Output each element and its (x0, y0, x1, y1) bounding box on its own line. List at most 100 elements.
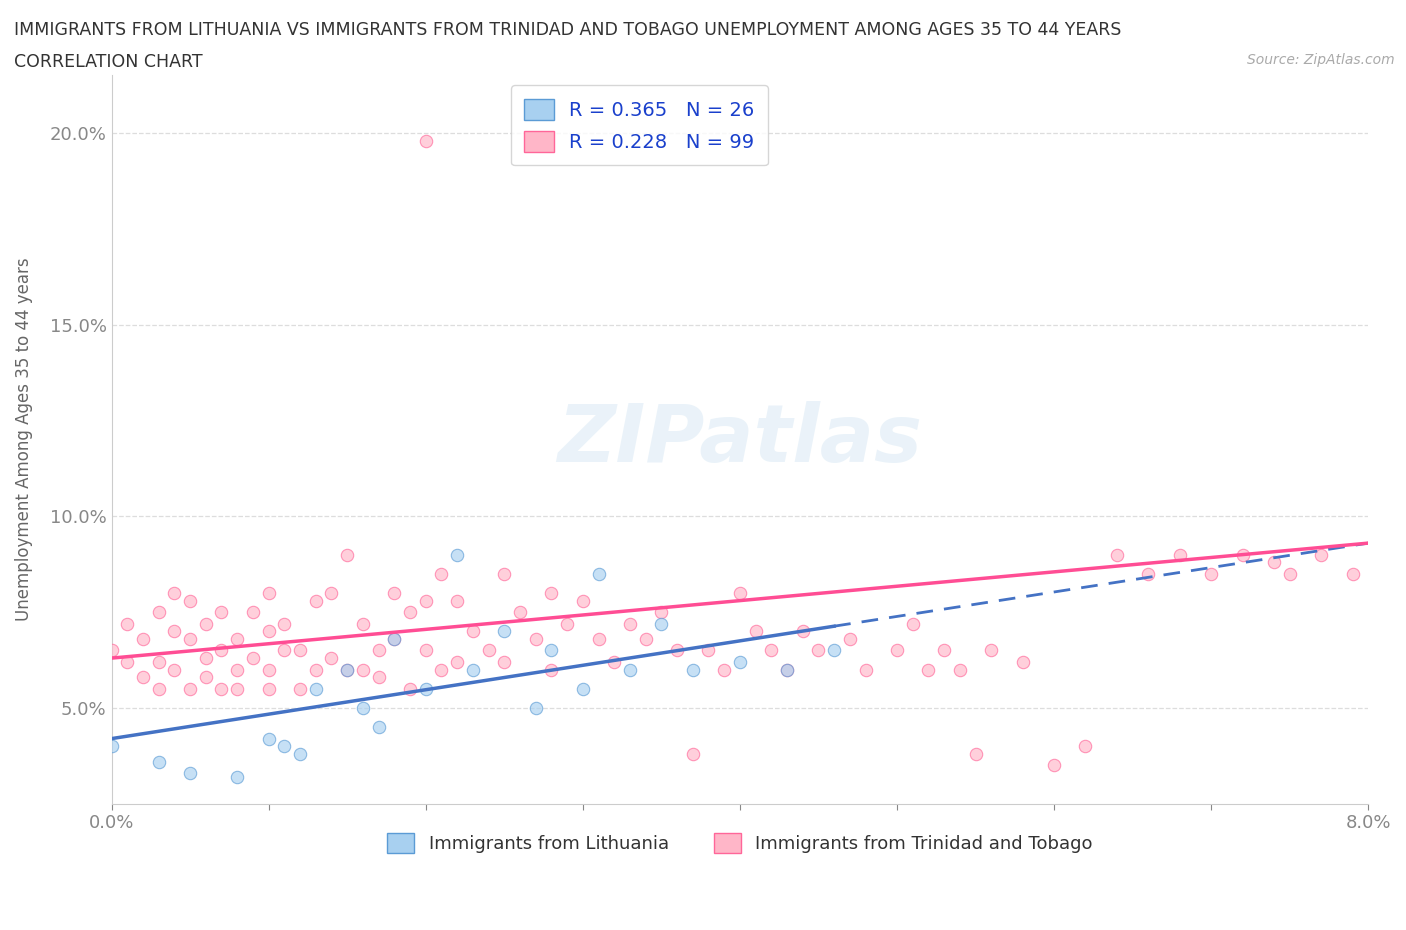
Point (761, 643, 783, 658)
Point (776, 662, 799, 677)
Point (744, 624, 766, 639)
Point (288, 682, 311, 697)
Point (257, 662, 280, 677)
Point (650, 617, 672, 631)
Point (524, 700, 547, 715)
Point (728, 586, 751, 601)
Point (477, 643, 499, 658)
Point (100, 643, 122, 658)
Point (1137, 566, 1160, 581)
Point (901, 617, 924, 631)
Point (148, 655, 170, 670)
Point (415, 133, 437, 148)
Point (273, 617, 295, 631)
Point (415, 682, 437, 697)
Point (257, 624, 280, 639)
Text: IMMIGRANTS FROM LITHUANIA VS IMMIGRANTS FROM TRINIDAD AND TOBAGO UNEMPLOYMENT AM: IMMIGRANTS FROM LITHUANIA VS IMMIGRANTS … (14, 21, 1122, 39)
Point (415, 643, 437, 658)
Point (494, 624, 516, 639)
Point (211, 682, 233, 697)
Legend: Immigrants from Lithuania, Immigrants from Trinidad and Tobago: Immigrants from Lithuania, Immigrants fr… (380, 826, 1099, 860)
Point (446, 547, 468, 562)
Point (965, 747, 987, 762)
Point (572, 682, 595, 697)
Point (619, 662, 641, 677)
Point (132, 631, 155, 646)
Point (382, 631, 405, 646)
Point (211, 643, 233, 658)
Point (555, 617, 578, 631)
Point (415, 593, 437, 608)
Point (446, 593, 468, 608)
Point (446, 655, 468, 670)
Point (1011, 655, 1033, 670)
Point (382, 586, 405, 601)
Point (100, 738, 122, 753)
Point (588, 631, 610, 646)
Point (1199, 566, 1222, 581)
Point (163, 662, 186, 677)
Point (321, 586, 343, 601)
Point (399, 604, 422, 619)
Point (115, 655, 138, 670)
Point (430, 662, 453, 677)
Point (163, 586, 186, 601)
Point (367, 720, 389, 735)
Point (494, 566, 516, 581)
Point (1263, 555, 1285, 570)
Point (226, 631, 249, 646)
Point (603, 655, 626, 670)
Point (179, 682, 201, 697)
Point (886, 643, 908, 658)
Point (132, 670, 155, 684)
Point (776, 662, 799, 677)
Point (257, 731, 280, 746)
Point (682, 747, 704, 762)
Point (336, 662, 359, 677)
Point (713, 662, 735, 677)
Point (242, 651, 264, 666)
Point (509, 604, 531, 619)
Point (148, 754, 170, 769)
Point (682, 662, 704, 677)
Point (211, 604, 233, 619)
Point (461, 624, 484, 639)
Point (382, 631, 405, 646)
Point (367, 670, 389, 684)
Point (273, 738, 295, 753)
Point (619, 617, 641, 631)
Point (305, 593, 328, 608)
Point (148, 682, 170, 697)
Point (321, 651, 343, 666)
Point (650, 604, 672, 619)
Point (226, 682, 249, 697)
Point (399, 682, 422, 697)
Point (305, 682, 328, 697)
Point (257, 682, 280, 697)
Text: ZIPatlas: ZIPatlas (557, 401, 922, 479)
Point (1278, 566, 1301, 581)
Point (367, 643, 389, 658)
Point (1341, 566, 1364, 581)
Point (179, 593, 201, 608)
Point (461, 662, 484, 677)
Point (634, 631, 657, 646)
Text: CORRELATION CHART: CORRELATION CHART (14, 53, 202, 71)
Point (148, 604, 170, 619)
Point (949, 662, 972, 677)
Point (1074, 738, 1097, 753)
Point (932, 643, 955, 658)
Point (792, 624, 814, 639)
Point (430, 566, 453, 581)
Point (115, 617, 138, 631)
Point (666, 643, 689, 658)
Point (257, 586, 280, 601)
Point (305, 662, 328, 677)
Point (540, 662, 562, 677)
Point (226, 662, 249, 677)
Point (352, 662, 374, 677)
Point (226, 769, 249, 784)
Point (179, 631, 201, 646)
Point (352, 617, 374, 631)
Point (572, 593, 595, 608)
